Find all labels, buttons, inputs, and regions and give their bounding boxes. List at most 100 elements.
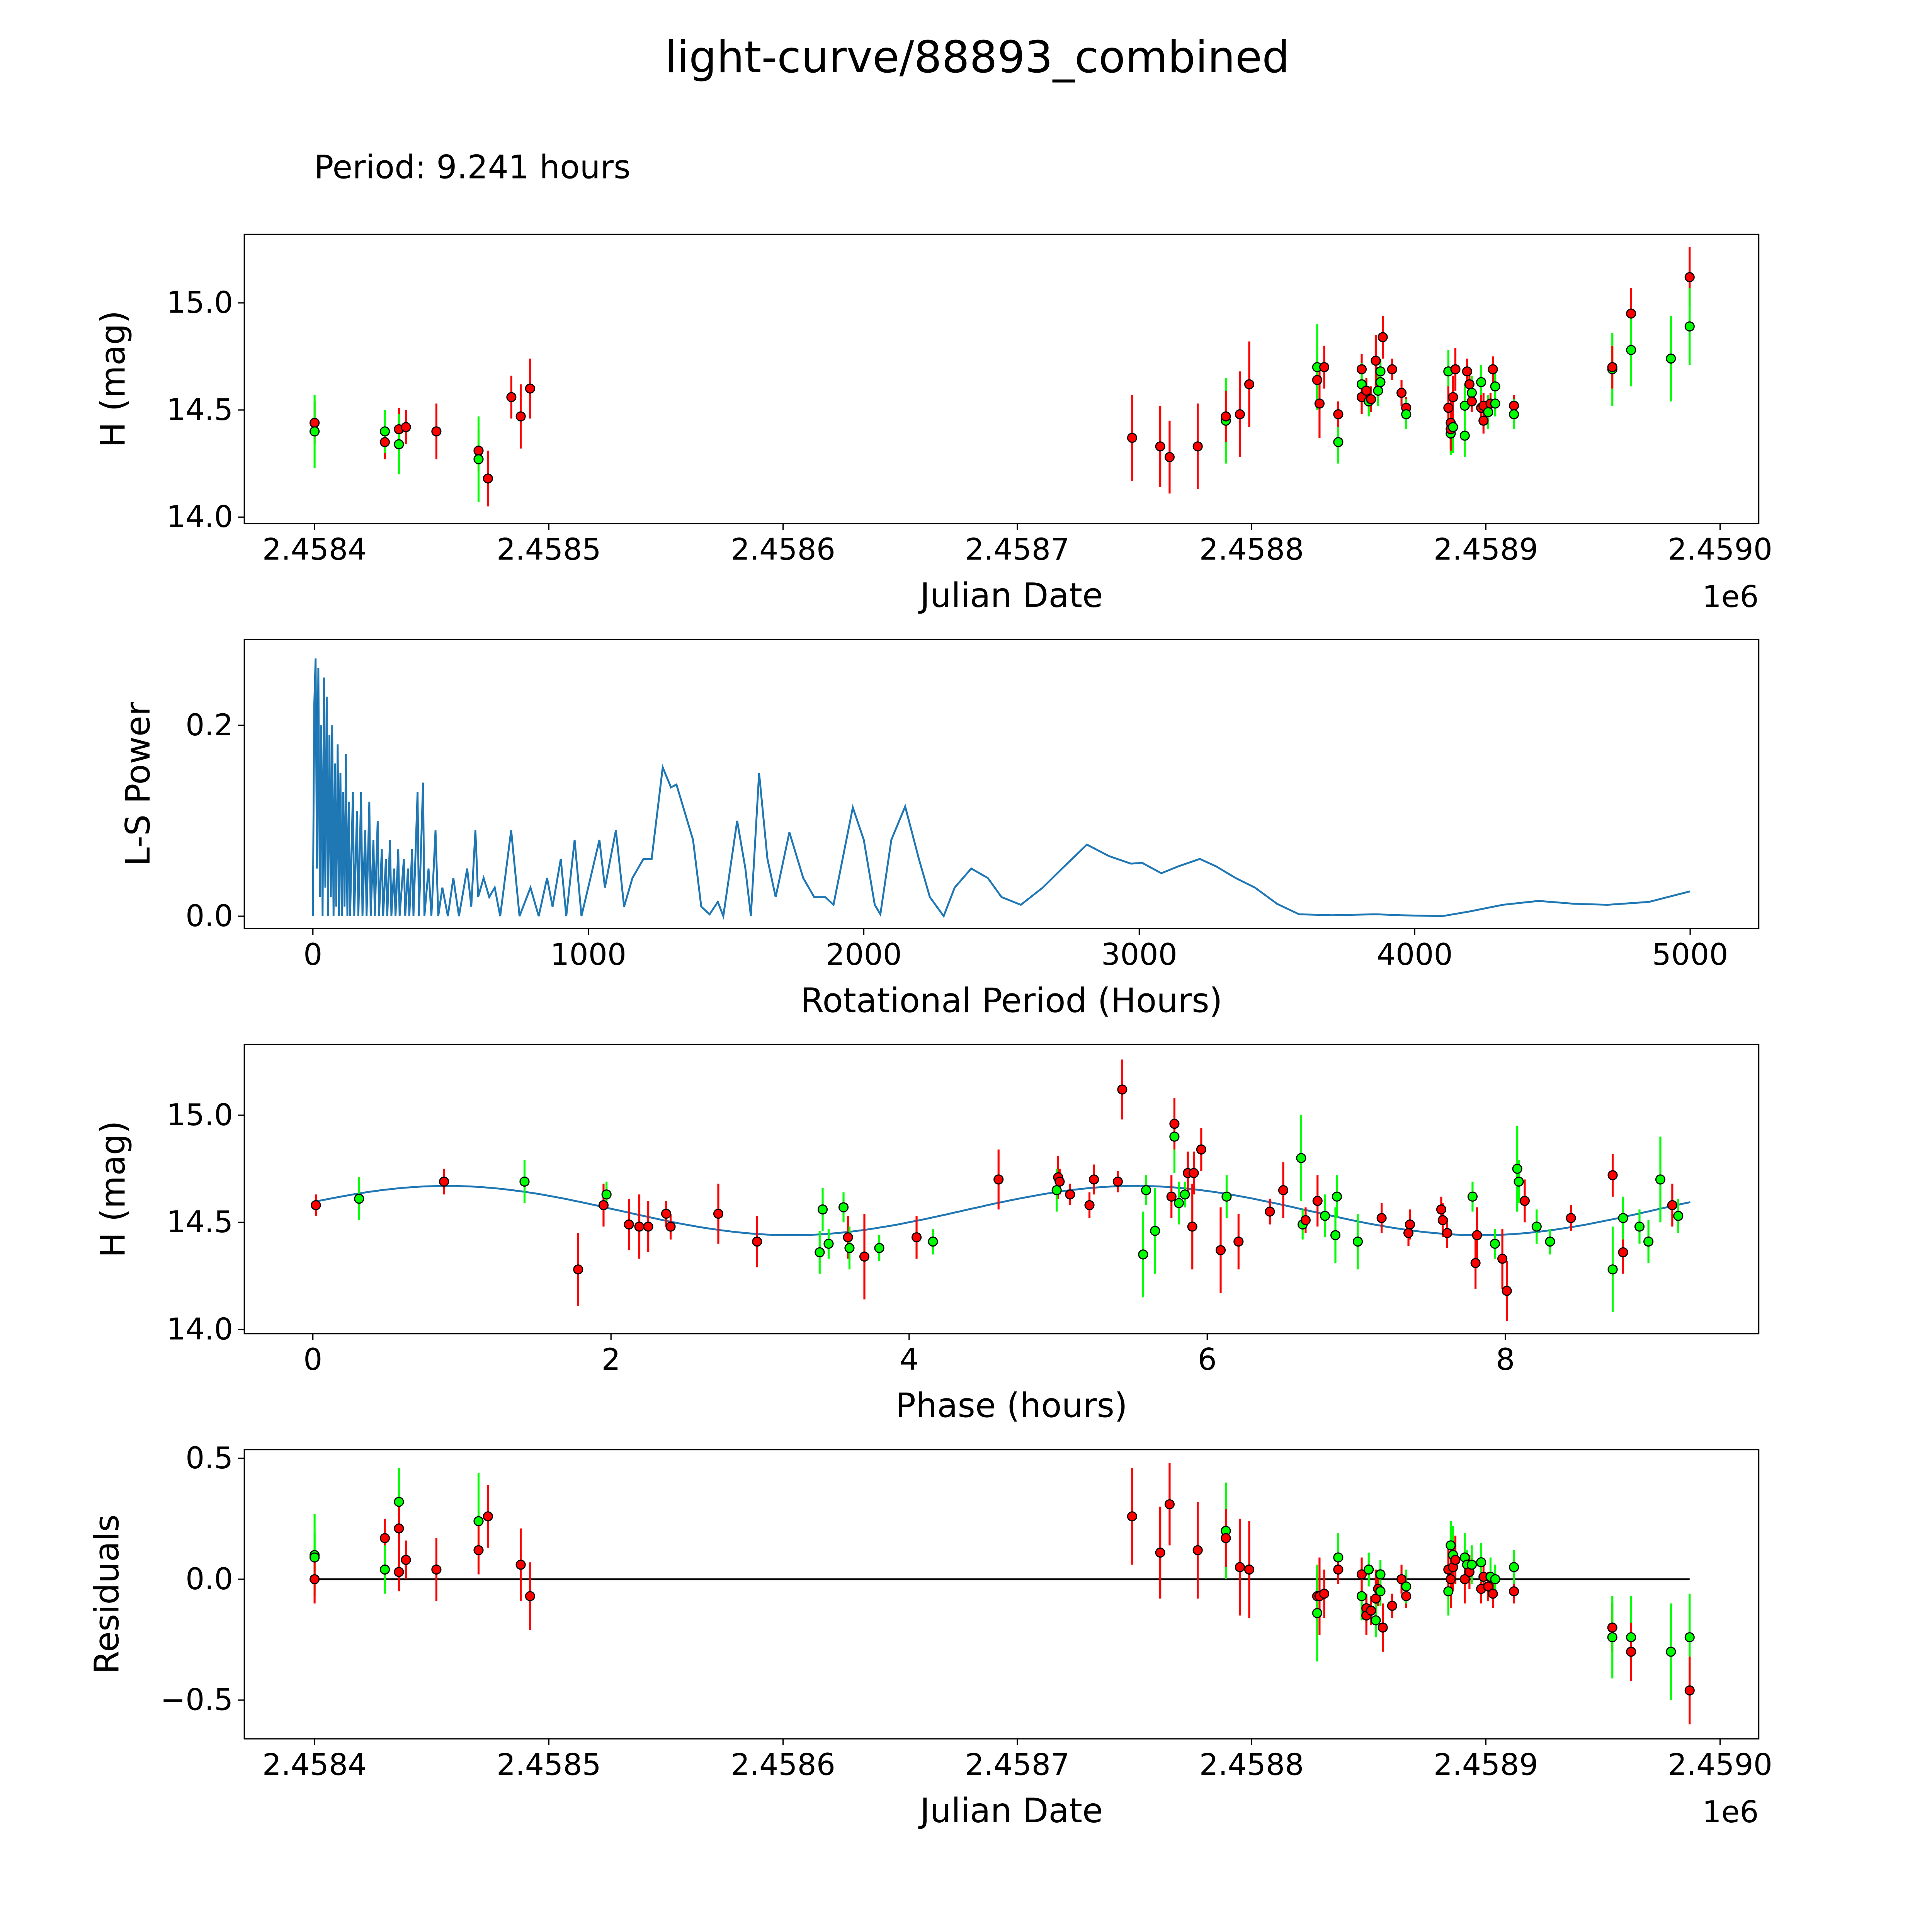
data-point: [379, 1533, 390, 1543]
data-point: [1488, 364, 1498, 374]
x-tick-label: 0: [303, 937, 322, 972]
x-tick-label: 6: [1198, 1342, 1217, 1377]
data-point: [1450, 1554, 1461, 1565]
data-point: [1466, 1560, 1477, 1570]
x-tick-label: 2000: [826, 937, 902, 972]
data-point: [1051, 1185, 1062, 1196]
data-point: [1512, 1163, 1522, 1174]
data-point: [1626, 345, 1636, 355]
data-point: [1221, 1533, 1231, 1543]
data-point: [1375, 1569, 1386, 1580]
data-point: [1333, 1564, 1344, 1575]
figure-title: light-curve/88893_combined: [665, 32, 1290, 83]
x-axis-label: Julian Date: [918, 1791, 1103, 1830]
data-point: [1164, 1499, 1175, 1510]
x-tick-label: 5000: [1652, 937, 1728, 972]
data-point: [874, 1243, 884, 1253]
data-point: [1192, 441, 1203, 452]
data-point: [1387, 1600, 1397, 1611]
data-point: [624, 1219, 634, 1230]
data-point: [1375, 366, 1386, 377]
data-point: [1235, 409, 1245, 420]
data-point: [1356, 364, 1367, 374]
data-point: [1509, 1586, 1519, 1597]
data-point: [1626, 308, 1636, 319]
data-point: [993, 1174, 1004, 1185]
data-point: [311, 1200, 321, 1211]
data-point: [1459, 1574, 1470, 1585]
data-point: [1189, 1168, 1199, 1178]
data-point: [661, 1209, 672, 1219]
data-point: [1401, 1591, 1412, 1601]
x-tick-label: 2.4586: [731, 1748, 835, 1782]
data-point: [1332, 1191, 1342, 1202]
data-point: [310, 1552, 320, 1563]
data-point: [1117, 1084, 1128, 1095]
data-point: [1673, 1211, 1684, 1221]
data-point: [1278, 1185, 1289, 1196]
data-point: [1356, 1591, 1367, 1601]
data-point: [1333, 1552, 1344, 1563]
data-point: [394, 1497, 404, 1507]
data-point: [838, 1202, 849, 1213]
data-point: [310, 1574, 320, 1585]
data-point: [1634, 1221, 1645, 1232]
data-point: [515, 411, 526, 422]
x-tick-label: 2: [602, 1342, 621, 1377]
data-point: [1371, 355, 1381, 366]
x-tick-label: 0: [303, 1342, 322, 1377]
data-point: [1333, 409, 1344, 420]
data-point: [1464, 379, 1475, 389]
data-point: [1138, 1249, 1148, 1260]
x-tick-label: 2.4585: [497, 532, 601, 567]
data-point: [1437, 1215, 1448, 1225]
data-point: [1314, 398, 1325, 409]
data-point: [1054, 1176, 1065, 1187]
data-point: [573, 1264, 583, 1275]
data-point: [911, 1232, 922, 1243]
data-point: [1483, 1581, 1493, 1592]
data-point: [1478, 415, 1489, 426]
data-point: [1450, 364, 1461, 374]
data-point: [1405, 1219, 1415, 1230]
data-point: [354, 1194, 364, 1204]
data-point: [1164, 452, 1175, 463]
data-point: [1084, 1200, 1095, 1211]
plot-area: [310, 1463, 1695, 1725]
data-point: [1684, 321, 1695, 332]
data-point: [483, 1511, 493, 1522]
data-point: [1514, 1176, 1524, 1187]
x-offset-label: 1e6: [1702, 1795, 1759, 1830]
data-point: [1378, 332, 1388, 342]
x-tick-label: 2.4589: [1434, 1748, 1538, 1782]
data-point: [1490, 1238, 1500, 1249]
data-point: [394, 1567, 404, 1577]
data-point: [1169, 1119, 1180, 1129]
data-point: [431, 1564, 442, 1575]
data-point: [665, 1221, 676, 1232]
data-point: [1519, 1196, 1530, 1206]
data-point: [1490, 1574, 1500, 1585]
data-point: [601, 1189, 612, 1200]
model-curve: [313, 1185, 1690, 1236]
data-point: [1221, 1191, 1232, 1202]
data-point: [1244, 1564, 1255, 1575]
data-point: [519, 1176, 530, 1187]
data-point: [1509, 1562, 1519, 1572]
data-point: [1319, 1588, 1330, 1599]
data-point: [1488, 1588, 1498, 1599]
data-point: [1607, 1632, 1617, 1643]
data-point: [1127, 433, 1137, 443]
data-point: [1509, 409, 1519, 420]
data-point: [1221, 411, 1231, 422]
data-point: [1187, 1221, 1197, 1232]
data-point: [1371, 1594, 1381, 1604]
data-point: [401, 1554, 411, 1565]
data-point: [310, 426, 320, 437]
data-point: [1366, 1605, 1376, 1616]
data-point: [1483, 407, 1493, 417]
data-point: [1375, 377, 1386, 388]
data-point: [379, 437, 390, 447]
x-tick-label: 2.4587: [965, 532, 1070, 567]
data-point: [1192, 1545, 1203, 1555]
